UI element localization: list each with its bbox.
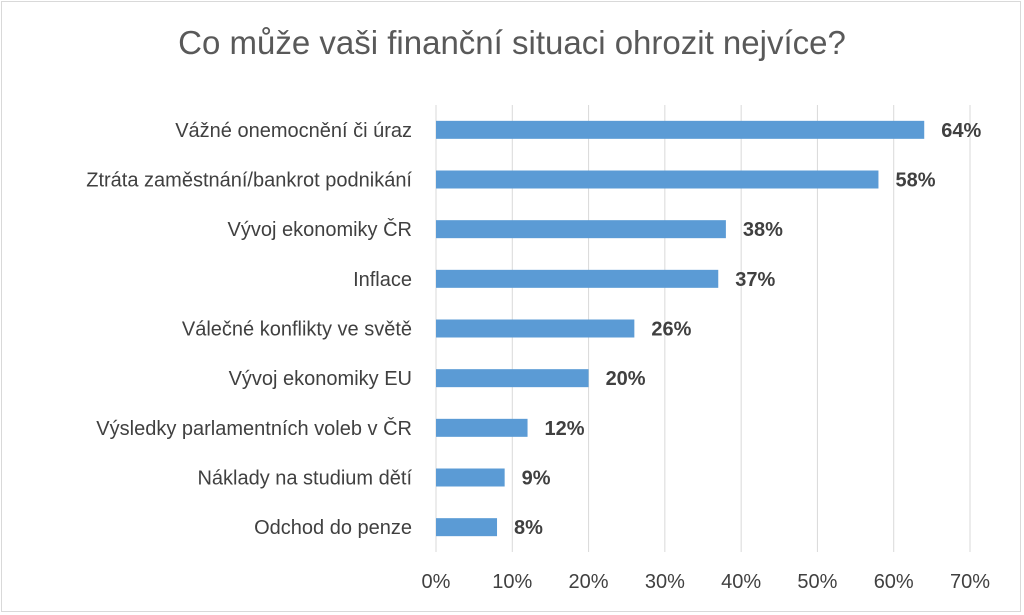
value-label-3: 37% [735,269,775,291]
x-tick-label-60: 60% [874,571,914,593]
bar-3 [436,269,719,288]
category-label-8: Odchod do penze [254,517,412,539]
category-label-2: Vývoj ekonomiky ČR [227,218,412,241]
bar-8 [436,518,498,537]
value-label-2: 38% [743,219,783,241]
bar-1 [436,170,879,189]
category-labels: Vážné onemocnění či úraz Ztráta zaměstnán… [86,120,412,539]
bars [436,120,925,537]
chart-title: Co může vaši finanční situaci ohrozit ne… [178,24,846,61]
x-tick-label-30: 30% [645,571,685,593]
bar-4 [436,319,635,338]
category-label-3: Inflace [353,269,412,291]
x-tick-label-20: 20% [569,571,609,593]
category-label-1: Ztráta zaměstnání/bankrot podnikání [86,170,412,192]
bar-6 [436,418,528,437]
bar-2 [436,220,726,239]
value-label-4: 26% [651,319,691,341]
value-label-7: 9% [522,468,551,490]
category-label-5: Vývoj ekonomiky EU [229,368,412,390]
x-tick-label-10: 10% [492,571,532,593]
x-tick-label-70: 70% [950,571,990,593]
x-axis-tick-labels: 0% 10% 20% 30% 40% 50% 60% 70% [422,571,991,593]
category-label-6: Výsledky parlamentních voleb v ČR [96,417,412,440]
bar-7 [436,468,505,487]
category-label-0: Vážné onemocnění či úraz [175,120,412,142]
value-labels: 64% 58% 38% 37% 26% 20% 12% 9% 8% [514,120,981,539]
value-label-8: 8% [514,517,543,539]
value-label-5: 20% [606,368,646,390]
category-label-7: Náklady na studium dětí [197,468,412,490]
bar-0 [436,120,925,139]
value-label-0: 64% [941,120,981,142]
value-label-1: 58% [895,170,935,192]
value-label-6: 12% [545,418,585,440]
x-tick-label-50: 50% [797,571,837,593]
bar-5 [436,369,589,388]
x-tick-label-40: 40% [721,571,761,593]
category-label-4: Válečné konflikty ve světě [182,319,412,341]
x-tick-label-0: 0% [422,571,451,593]
